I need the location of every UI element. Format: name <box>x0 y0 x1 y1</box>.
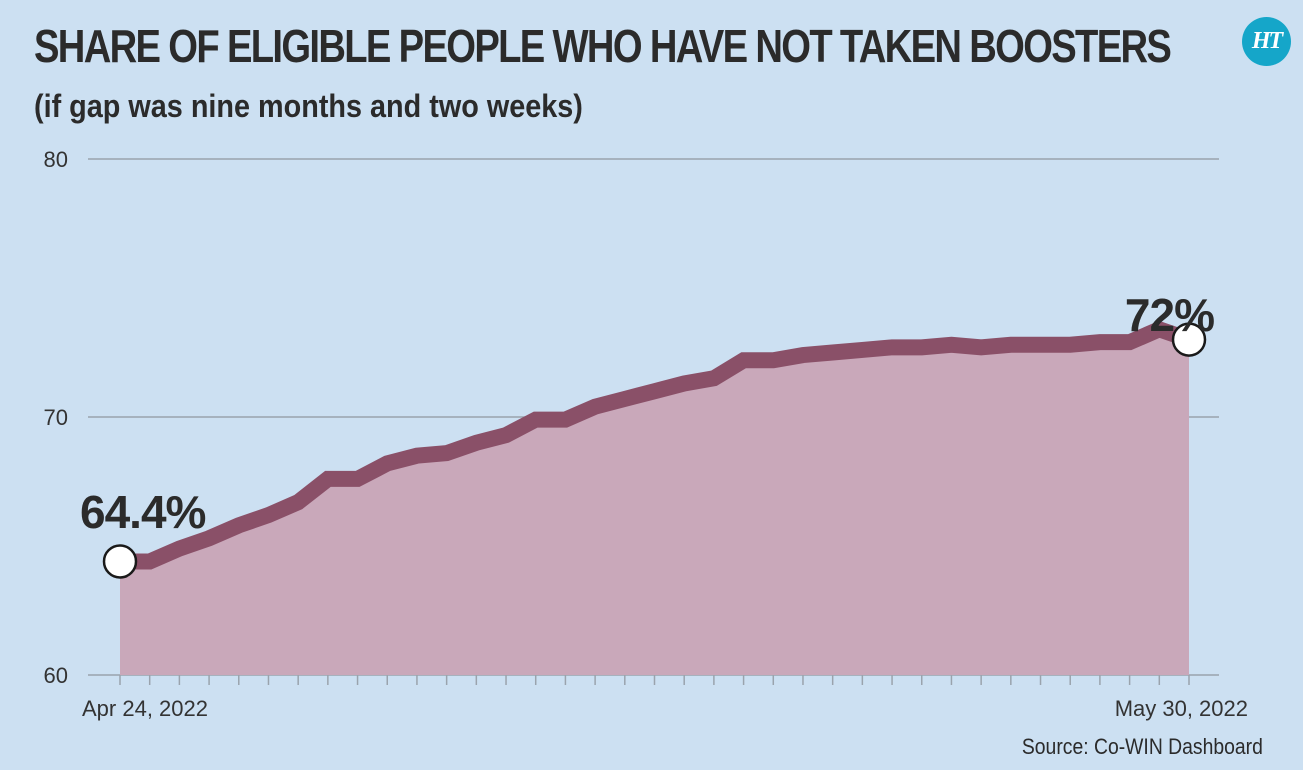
series-line-layer <box>120 320 1192 570</box>
series-line <box>120 320 1192 570</box>
callout-end-value: 72% <box>1125 289 1214 341</box>
source-note: Source: Co-WIN Dashboard <box>1021 734 1263 759</box>
x-axis-ticks <box>119 675 1190 685</box>
x-axis-labels: Apr 24, 2022 May 30, 2022 <box>82 696 1248 721</box>
y-axis-labels: 60 70 80 <box>44 147 68 688</box>
callout-start-value: 64.4% <box>80 486 206 538</box>
end-point-marker <box>1171 322 1207 357</box>
chart-subtitle: (if gap was nine months and two weeks) <box>34 88 583 124</box>
area-fill <box>120 329 1189 675</box>
x-tick-label-end: May 30, 2022 <box>1115 696 1248 721</box>
x-tick-label-start: Apr 24, 2022 <box>82 696 208 721</box>
y-tick-label-60: 60 <box>44 663 68 688</box>
start-point-marker <box>102 544 138 579</box>
chart-title: SHARE OF ELIGIBLE PEOPLE WHO HAVE NOT TA… <box>34 20 1172 72</box>
ht-logo-icon: HT <box>1242 17 1291 66</box>
end-markers <box>102 322 1207 579</box>
callouts: 64.4% 72% <box>80 289 1215 538</box>
y-tick-label-70: 70 <box>44 405 68 430</box>
area-fill-layer <box>120 329 1189 675</box>
y-tick-label-80: 80 <box>44 147 68 172</box>
